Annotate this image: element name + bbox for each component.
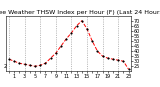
Text: 2: 2 <box>3 64 6 69</box>
Title: Milwaukee Weather THSW Index per Hour (F) (Last 24 Hours): Milwaukee Weather THSW Index per Hour (F… <box>0 10 160 15</box>
